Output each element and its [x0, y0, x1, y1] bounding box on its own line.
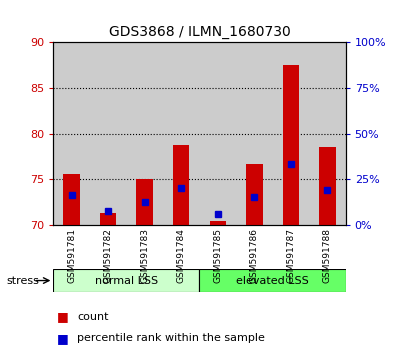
Text: GSM591783: GSM591783: [140, 228, 149, 283]
Bar: [199, 269, 346, 292]
Text: GSM591782: GSM591782: [103, 228, 113, 283]
Text: GSM591781: GSM591781: [67, 228, 76, 283]
Text: stress: stress: [6, 275, 39, 286]
Bar: [173, 144, 190, 225]
Title: GDS3868 / ILMN_1680730: GDS3868 / ILMN_1680730: [109, 25, 290, 39]
Text: ■: ■: [57, 332, 69, 344]
Bar: [236, 42, 273, 225]
Bar: [90, 42, 126, 225]
Text: GSM591785: GSM591785: [213, 228, 222, 283]
Bar: [273, 42, 309, 225]
Bar: [63, 174, 80, 225]
Bar: [309, 42, 346, 225]
Bar: [53, 42, 90, 225]
Text: percentile rank within the sample: percentile rank within the sample: [77, 333, 265, 343]
Bar: [53, 269, 199, 292]
Text: GSM591786: GSM591786: [250, 228, 259, 283]
Text: GSM591787: GSM591787: [286, 228, 295, 283]
Text: normal LSS: normal LSS: [95, 275, 158, 286]
Bar: [136, 179, 153, 225]
Bar: [100, 213, 117, 225]
Text: count: count: [77, 312, 109, 322]
Bar: [209, 221, 226, 225]
Text: ■: ■: [57, 310, 69, 323]
Text: elevated LSS: elevated LSS: [236, 275, 309, 286]
Text: GSM591788: GSM591788: [323, 228, 332, 283]
Bar: [319, 147, 336, 225]
Bar: [199, 42, 236, 225]
Bar: [246, 164, 263, 225]
Bar: [126, 42, 163, 225]
Text: GSM591784: GSM591784: [177, 228, 186, 283]
Bar: [163, 42, 199, 225]
Bar: [282, 65, 299, 225]
